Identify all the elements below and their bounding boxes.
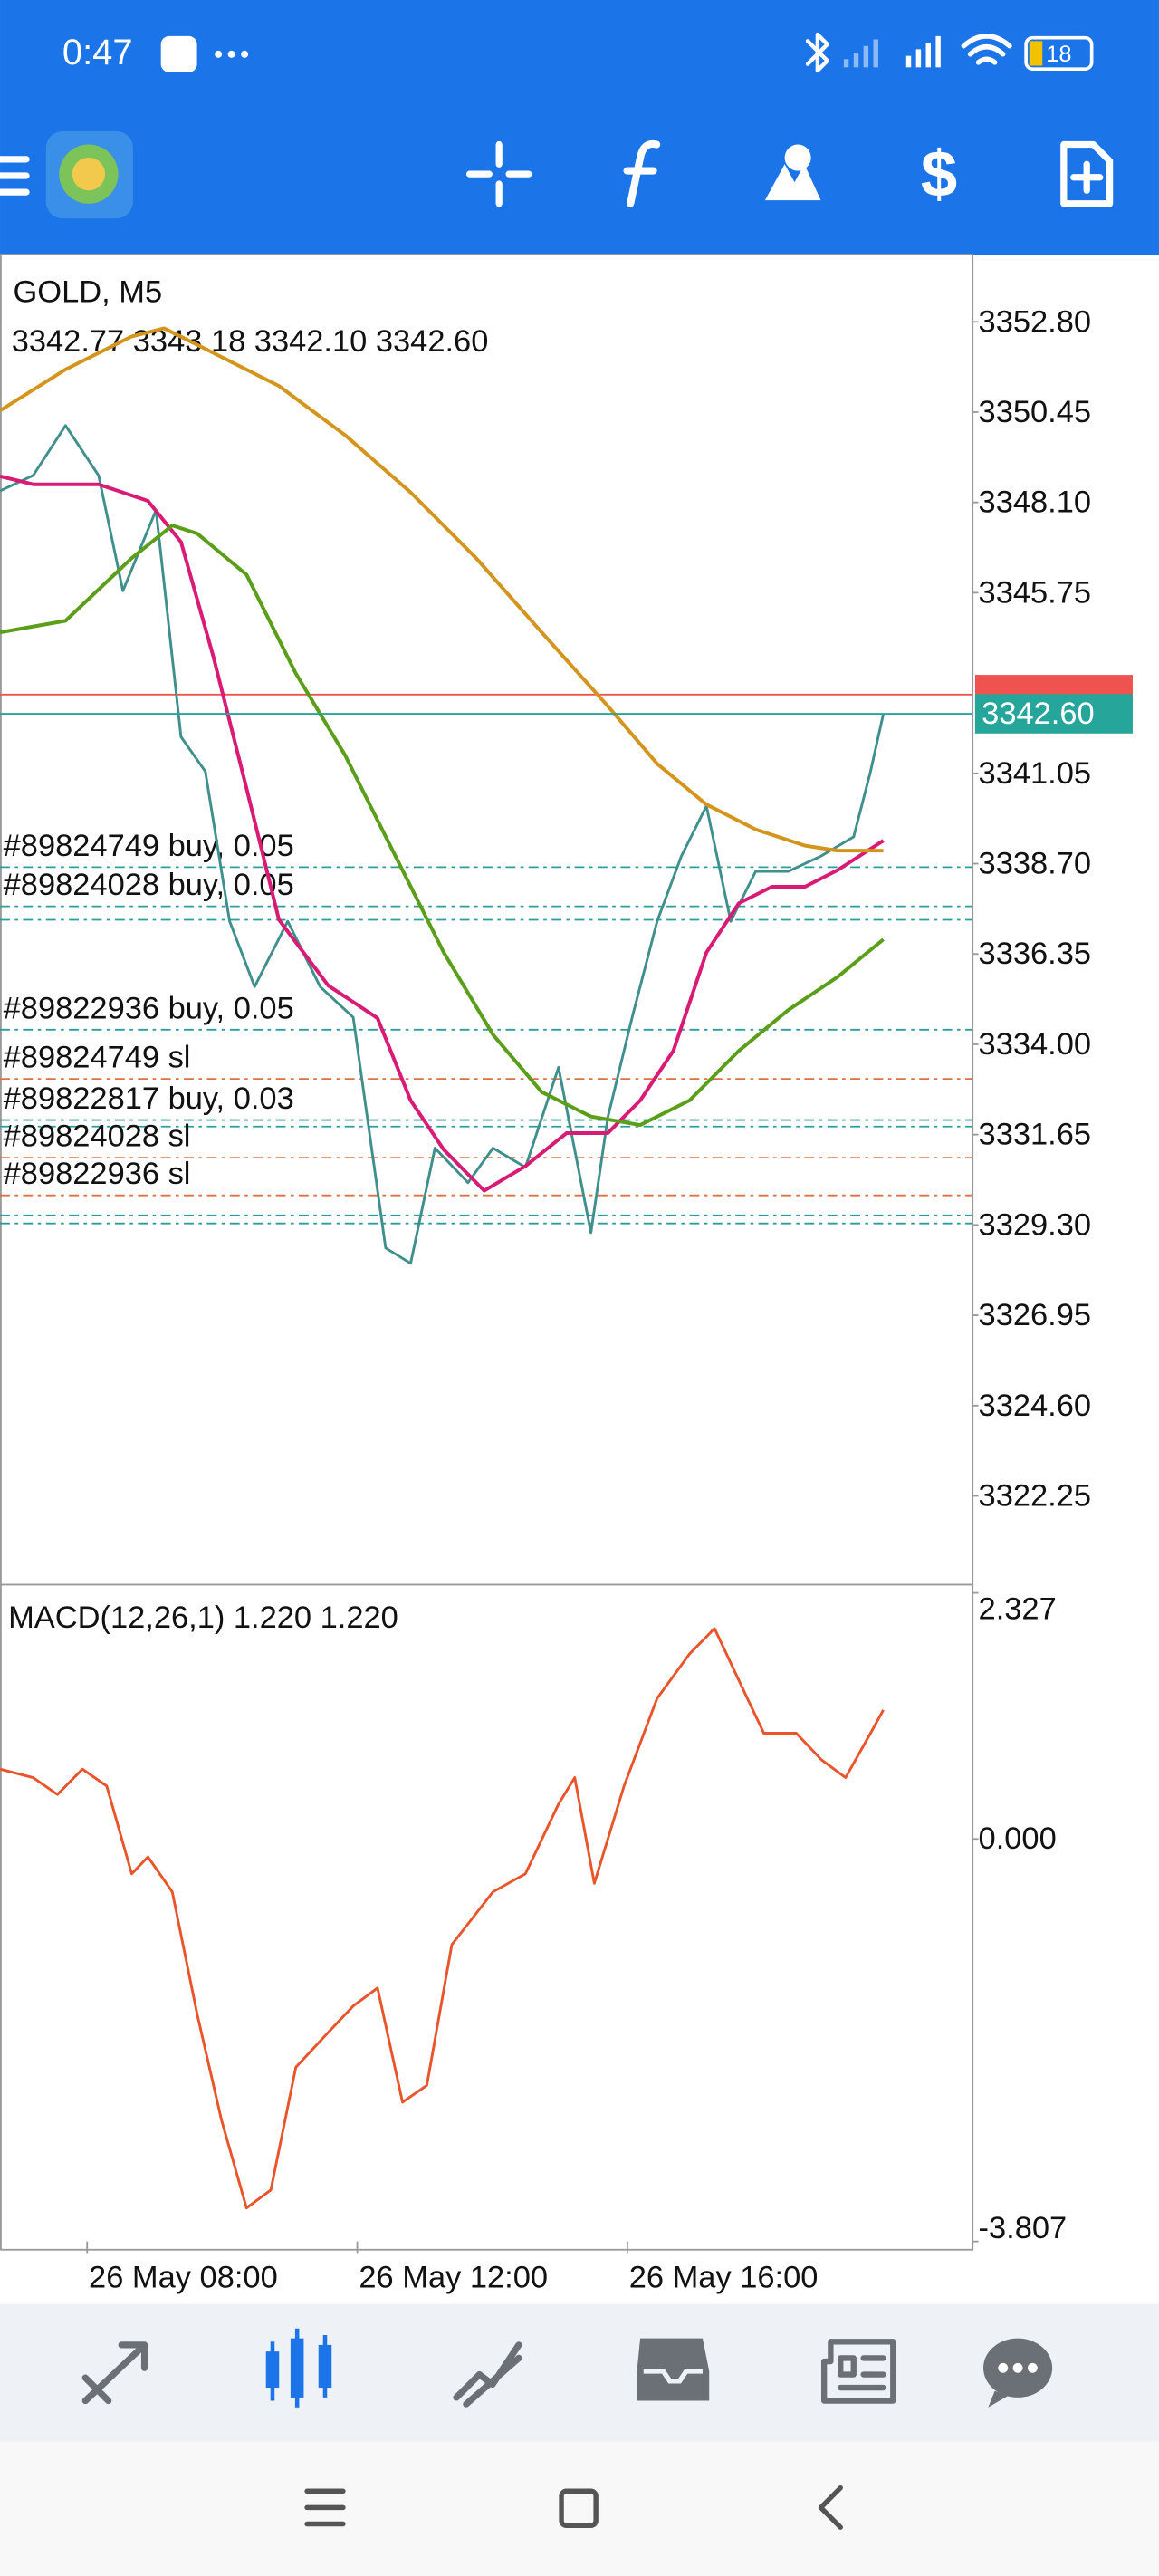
order-label: #89824028 sl	[4, 1120, 191, 1154]
y-tick-label: 3345.75	[979, 575, 1091, 610]
x-tick-label: 26 May 12:00	[359, 2261, 548, 2295]
y-tick-label: 3341.05	[979, 756, 1091, 791]
new-order-button[interactable]	[1060, 140, 1114, 207]
menu-button[interactable]	[0, 156, 30, 196]
order-label: #89822936 buy, 0.05	[4, 991, 294, 1025]
quotes-tab[interactable]	[81, 2341, 148, 2405]
series-line	[0, 424, 886, 1265]
bid-box	[974, 694, 1133, 734]
y-tick-label: 3322.25	[979, 1478, 1091, 1513]
sys-menu[interactable]	[304, 2488, 346, 2527]
y-tick-label: 3331.65	[979, 1118, 1091, 1152]
system-nav	[0, 2441, 1159, 2576]
y-tick-label: 3350.45	[979, 395, 1091, 429]
y-tick-label: 3348.10	[979, 485, 1091, 520]
y-tick-label: 3334.00	[979, 1027, 1091, 1062]
trade-icon: $	[921, 138, 957, 211]
series-line	[0, 1627, 885, 2210]
status-time: 0:47	[62, 33, 133, 72]
order-label: #89824028 buy, 0.05	[4, 868, 294, 902]
macd-pane	[0, 1583, 974, 2251]
objects-button[interactable]	[764, 144, 821, 201]
battery-level	[1029, 41, 1043, 66]
x-tick-label: 26 May 08:00	[89, 2261, 278, 2295]
sys-home[interactable]	[559, 2488, 599, 2529]
series-line	[0, 326, 884, 853]
sys-back[interactable]	[818, 2485, 843, 2530]
order-label: #89824749 buy, 0.05	[4, 829, 294, 863]
battery-icon	[1024, 35, 1094, 71]
y-tick-label: 3336.35	[979, 937, 1091, 971]
chart-title: GOLD, M5	[14, 275, 163, 310]
y-tick-label: 2.327	[979, 1592, 1057, 1627]
series-line	[0, 474, 885, 1193]
order-label: #89822936 sl	[4, 1157, 191, 1191]
chart-tab[interactable]	[265, 2328, 332, 2408]
signal-icons	[843, 35, 941, 68]
chat-tab[interactable]	[982, 2338, 1053, 2408]
y-tick-label: -3.807	[979, 2211, 1068, 2245]
app-logo[interactable]	[45, 131, 133, 219]
y-tick-label: 3338.70	[979, 847, 1091, 881]
battery-text: 18	[1046, 42, 1071, 67]
macd-title: MACD(12,26,1) 1.220 1.220	[8, 1600, 398, 1635]
history-tab[interactable]	[637, 2338, 710, 2401]
ohlc-values: 3342.77 3343.18 3342.10 3342.60	[12, 324, 489, 359]
x-tick-label: 26 May 16:00	[629, 2261, 819, 2295]
indicators-button[interactable]	[623, 139, 661, 207]
order-label: #89824749 sl	[4, 1041, 191, 1075]
y-tick-label: 3329.30	[979, 1207, 1091, 1242]
series-line	[0, 524, 885, 1128]
trade-tab[interactable]	[453, 2341, 522, 2408]
y-tick-label: 3324.60	[979, 1389, 1091, 1423]
bluetooth-icon	[805, 32, 829, 73]
news-tab[interactable]	[820, 2339, 896, 2404]
order-label: #89822817 buy, 0.03	[4, 1081, 294, 1116]
y-tick-label: 0.000	[979, 1821, 1057, 1856]
trade-button[interactable]: $	[921, 138, 957, 211]
wifi-icon	[961, 34, 1012, 65]
y-tick-label: 3352.80	[979, 304, 1091, 339]
crosshair-button[interactable]	[465, 140, 532, 207]
y-tick-label: 3326.95	[979, 1298, 1091, 1332]
bid-label: 3342.60	[982, 697, 1094, 731]
notification-icon	[160, 35, 197, 72]
more-dots	[215, 50, 249, 58]
bottom-nav	[0, 2303, 1159, 2442]
